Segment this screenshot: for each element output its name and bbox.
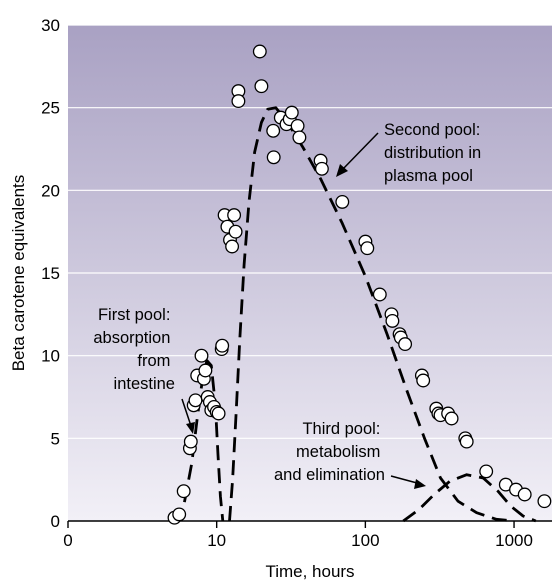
data-points <box>167 44 552 525</box>
annotation-line: Second pool: <box>384 121 480 139</box>
annotation-line: plasma pool <box>384 167 473 185</box>
arrow-head <box>186 422 195 434</box>
y-tick-label: 20 <box>41 181 60 200</box>
data-point <box>479 464 494 479</box>
x-tick-label: 1000 <box>495 531 533 550</box>
data-point <box>194 348 209 363</box>
annotation-line: Third pool: <box>302 420 380 438</box>
grid-lines <box>68 24 552 439</box>
data-point <box>183 434 198 449</box>
y-tick-label: 5 <box>51 429 60 448</box>
x-axis-title: Time, hours <box>265 562 354 581</box>
data-point <box>292 130 307 145</box>
annotation-line: absorption <box>93 329 170 347</box>
data-point <box>215 338 230 353</box>
y-tick-label: 15 <box>41 264 60 283</box>
data-point <box>227 208 242 223</box>
data-point <box>266 123 281 138</box>
axes <box>67 520 552 528</box>
data-point <box>416 373 431 388</box>
annotation-line: distribution in <box>384 144 481 162</box>
svg-text:Second pool: distributio: Second pool: distribution in plasma pool <box>384 121 486 185</box>
dashed-curve-first-pool <box>170 359 225 522</box>
data-point <box>254 79 269 94</box>
x-tick-label: 0 <box>63 531 72 550</box>
y-tick-label: 30 <box>41 16 60 35</box>
annotation-arrow <box>390 475 418 484</box>
svg-text:First pool: absorption: First pool: absorption from intestine <box>93 306 175 393</box>
data-point <box>385 313 400 328</box>
data-point <box>198 363 213 378</box>
annotation-arrow <box>181 398 192 427</box>
data-point <box>266 150 281 165</box>
x-tick-label: 100 <box>351 531 379 550</box>
annotation-third-pool: Third pool: metabolism and elimination <box>274 420 426 489</box>
annotation-arrow <box>341 132 379 171</box>
data-point <box>444 411 459 426</box>
data-point <box>335 194 350 209</box>
y-tick-label: 25 <box>41 99 60 118</box>
data-point <box>290 118 305 133</box>
data-point <box>517 487 532 502</box>
data-point <box>398 337 413 352</box>
annotation-line: intestine <box>114 375 175 393</box>
x-tick-label: 10 <box>207 531 226 550</box>
data-point <box>537 494 552 509</box>
data-point <box>225 239 240 254</box>
data-point <box>211 406 226 421</box>
annotation-line: and elimination <box>274 466 385 484</box>
data-point <box>252 44 267 59</box>
dashed-curves <box>170 106 537 523</box>
data-point <box>188 393 203 408</box>
annotation-first-pool: First pool: absorption from intestine <box>93 306 195 434</box>
data-point <box>372 287 387 302</box>
data-point <box>231 94 246 109</box>
annotation-second-pool: Second pool: distribution in plasma pool <box>336 121 486 185</box>
y-axis-title: Beta carotene equivalents <box>9 175 28 372</box>
y-tick-label: 10 <box>41 347 60 366</box>
data-point <box>314 161 329 176</box>
data-point <box>360 241 375 256</box>
data-point <box>172 507 187 522</box>
data-point <box>284 105 299 120</box>
dashed-curve-third-pool <box>402 473 537 523</box>
annotation-line: metabolism <box>296 443 380 461</box>
data-point <box>459 434 474 449</box>
svg-text:Third pool: metabolism: Third pool: metabolism and elimination <box>274 420 385 484</box>
data-point <box>176 484 191 499</box>
annotation-line: from <box>137 352 170 370</box>
data-point <box>228 224 243 239</box>
arrow-head <box>336 164 348 177</box>
annotation-line: First pool: <box>98 306 170 324</box>
arrow-head <box>414 479 426 489</box>
y-tick-label: 0 <box>51 512 60 531</box>
tick-labels: 0 5 10 15 20 25 30 0 10 100 1000 <box>41 16 533 550</box>
